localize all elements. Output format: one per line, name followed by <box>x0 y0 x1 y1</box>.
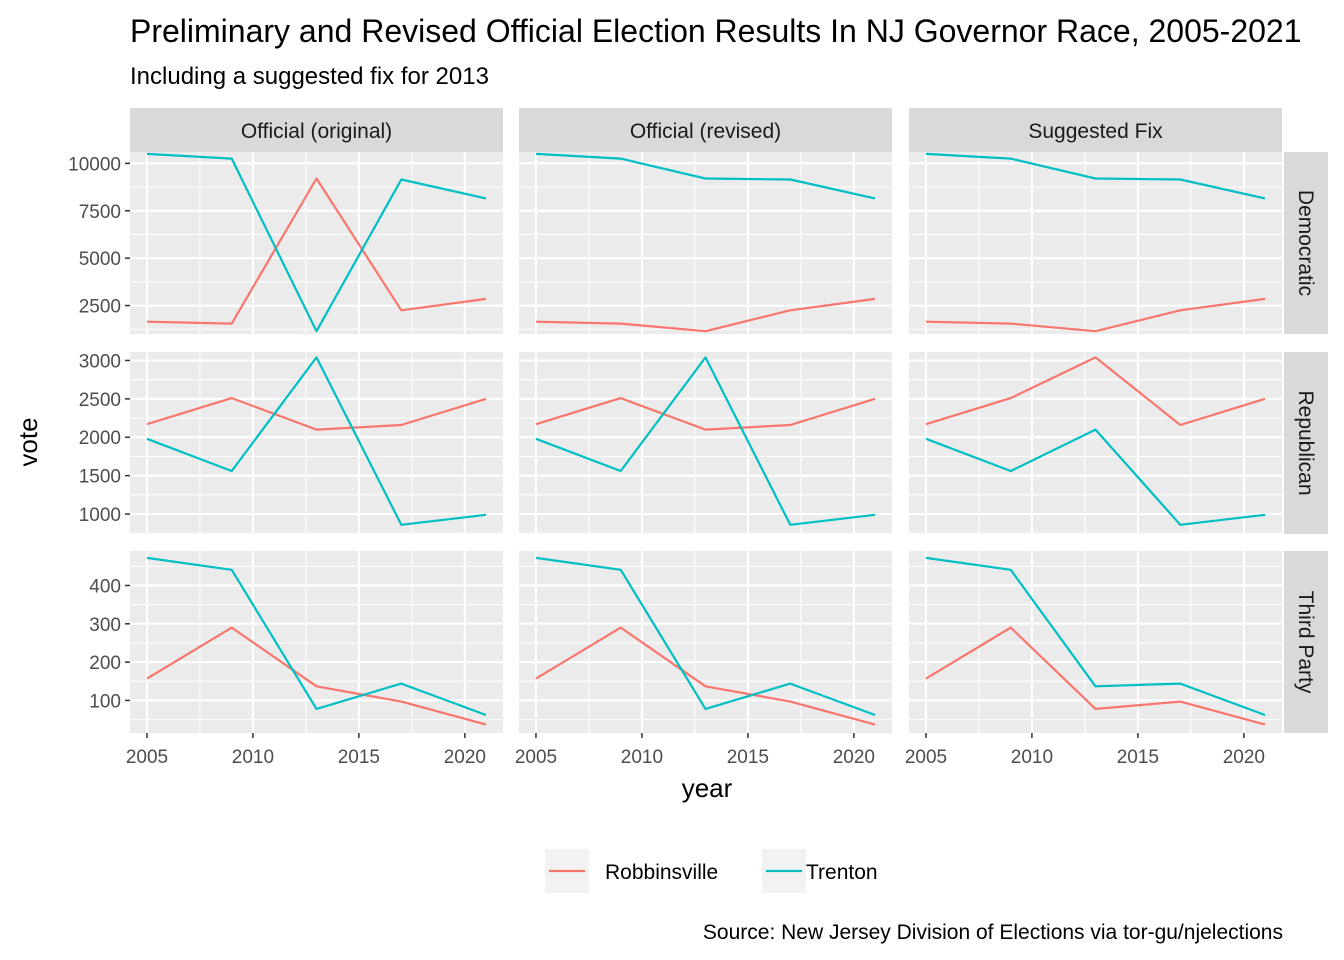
strip-democratic <box>1284 152 1328 334</box>
panel-official-original-democratic <box>130 152 503 334</box>
strip-suggested-fix <box>909 108 1282 152</box>
strip-label-suggested-fix: Suggested Fix <box>1028 120 1163 143</box>
x-tick-label: 2015 <box>727 747 769 768</box>
y-tick-label: 2500 <box>79 390 121 411</box>
x-tick-label: 2020 <box>833 747 875 768</box>
x-tick-label: 2015 <box>1117 747 1159 768</box>
y-tick-label: 7500 <box>79 202 121 223</box>
x-tick-label: 2020 <box>1223 747 1265 768</box>
x-tick-label: 2010 <box>232 747 274 768</box>
legend-label-trenton: Trenton <box>806 861 878 884</box>
panel-official-revised-democratic <box>519 152 892 334</box>
strip-label-democratic: Democratic <box>1294 190 1317 296</box>
y-tick-label: 2000 <box>79 428 121 449</box>
series-line-trenton <box>146 356 487 526</box>
y-tick-label: 5000 <box>79 249 121 270</box>
panel-official-revised-republican <box>519 352 892 534</box>
series-line-robbinsville <box>925 356 1266 427</box>
x-tick-label: 2010 <box>1011 747 1053 768</box>
series-line-trenton <box>925 428 1266 526</box>
strip-republican <box>1284 352 1328 534</box>
series-line-trenton <box>535 556 876 717</box>
panel-suggested-fix-republican <box>909 352 1282 534</box>
y-tick-label: 100 <box>89 691 121 712</box>
series-line-robbinsville <box>925 297 1266 333</box>
strip-label-republican: Republican <box>1294 390 1317 495</box>
series-line-robbinsville <box>535 297 876 333</box>
series-line-robbinsville <box>535 626 876 726</box>
series-line-trenton <box>925 556 1266 717</box>
panel-suggested-fix-third-party <box>909 551 1282 733</box>
strip-label-official-revised: Official (revised) <box>630 120 781 143</box>
panel-official-original-third-party <box>130 551 503 733</box>
y-tick-label: 300 <box>89 615 121 636</box>
y-tick-label: 3000 <box>79 351 121 372</box>
chart-caption: Source: New Jersey Division of Elections… <box>703 921 1283 944</box>
series-line-robbinsville <box>146 397 487 431</box>
y-tick-label: 400 <box>89 576 121 597</box>
chart-subtitle: Including a suggested fix for 2013 <box>130 63 489 90</box>
series-line-robbinsville <box>146 626 487 726</box>
x-axis-title: year <box>682 773 733 803</box>
x-tick-label: 2020 <box>444 747 486 768</box>
strip-label-third-party: Third Party <box>1294 591 1317 694</box>
panel-official-original-republican <box>130 352 503 534</box>
plot-area: Official (original) Official (revised) Sug… <box>68 108 1328 768</box>
series-line-trenton <box>535 356 876 526</box>
y-tick-label: 2500 <box>79 297 121 318</box>
strip-official-revised <box>519 108 892 152</box>
series-line-trenton <box>146 556 487 717</box>
legend-label-robbinsville: Robbinsville <box>605 861 718 884</box>
series-line-trenton <box>146 152 487 333</box>
strip-third-party <box>1284 551 1328 733</box>
series-line-trenton <box>925 152 1266 200</box>
y-axis-title: vote <box>13 417 43 466</box>
y-tick-label: 200 <box>89 653 121 674</box>
x-tick-label: 2005 <box>126 747 168 768</box>
chart-title: Preliminary and Revised Official Electio… <box>130 13 1302 49</box>
panel-suggested-fix-democratic <box>909 152 1282 334</box>
y-tick-label: 10000 <box>68 154 121 175</box>
strip-official-original <box>130 108 503 152</box>
series-line-robbinsville <box>535 397 876 431</box>
x-tick-label: 2010 <box>621 747 663 768</box>
x-tick-label: 2005 <box>515 747 557 768</box>
legend: Robbinsville Trenton <box>545 849 878 893</box>
panel-official-revised-third-party <box>519 551 892 733</box>
series-line-trenton <box>535 152 876 200</box>
series-line-robbinsville <box>146 177 487 325</box>
y-tick-label: 1000 <box>79 505 121 526</box>
x-tick-label: 2005 <box>905 747 947 768</box>
x-tick-label: 2015 <box>338 747 380 768</box>
series-line-robbinsville <box>925 626 1266 726</box>
y-tick-label: 1500 <box>79 467 121 488</box>
strip-label-official-original: Official (original) <box>241 120 392 143</box>
